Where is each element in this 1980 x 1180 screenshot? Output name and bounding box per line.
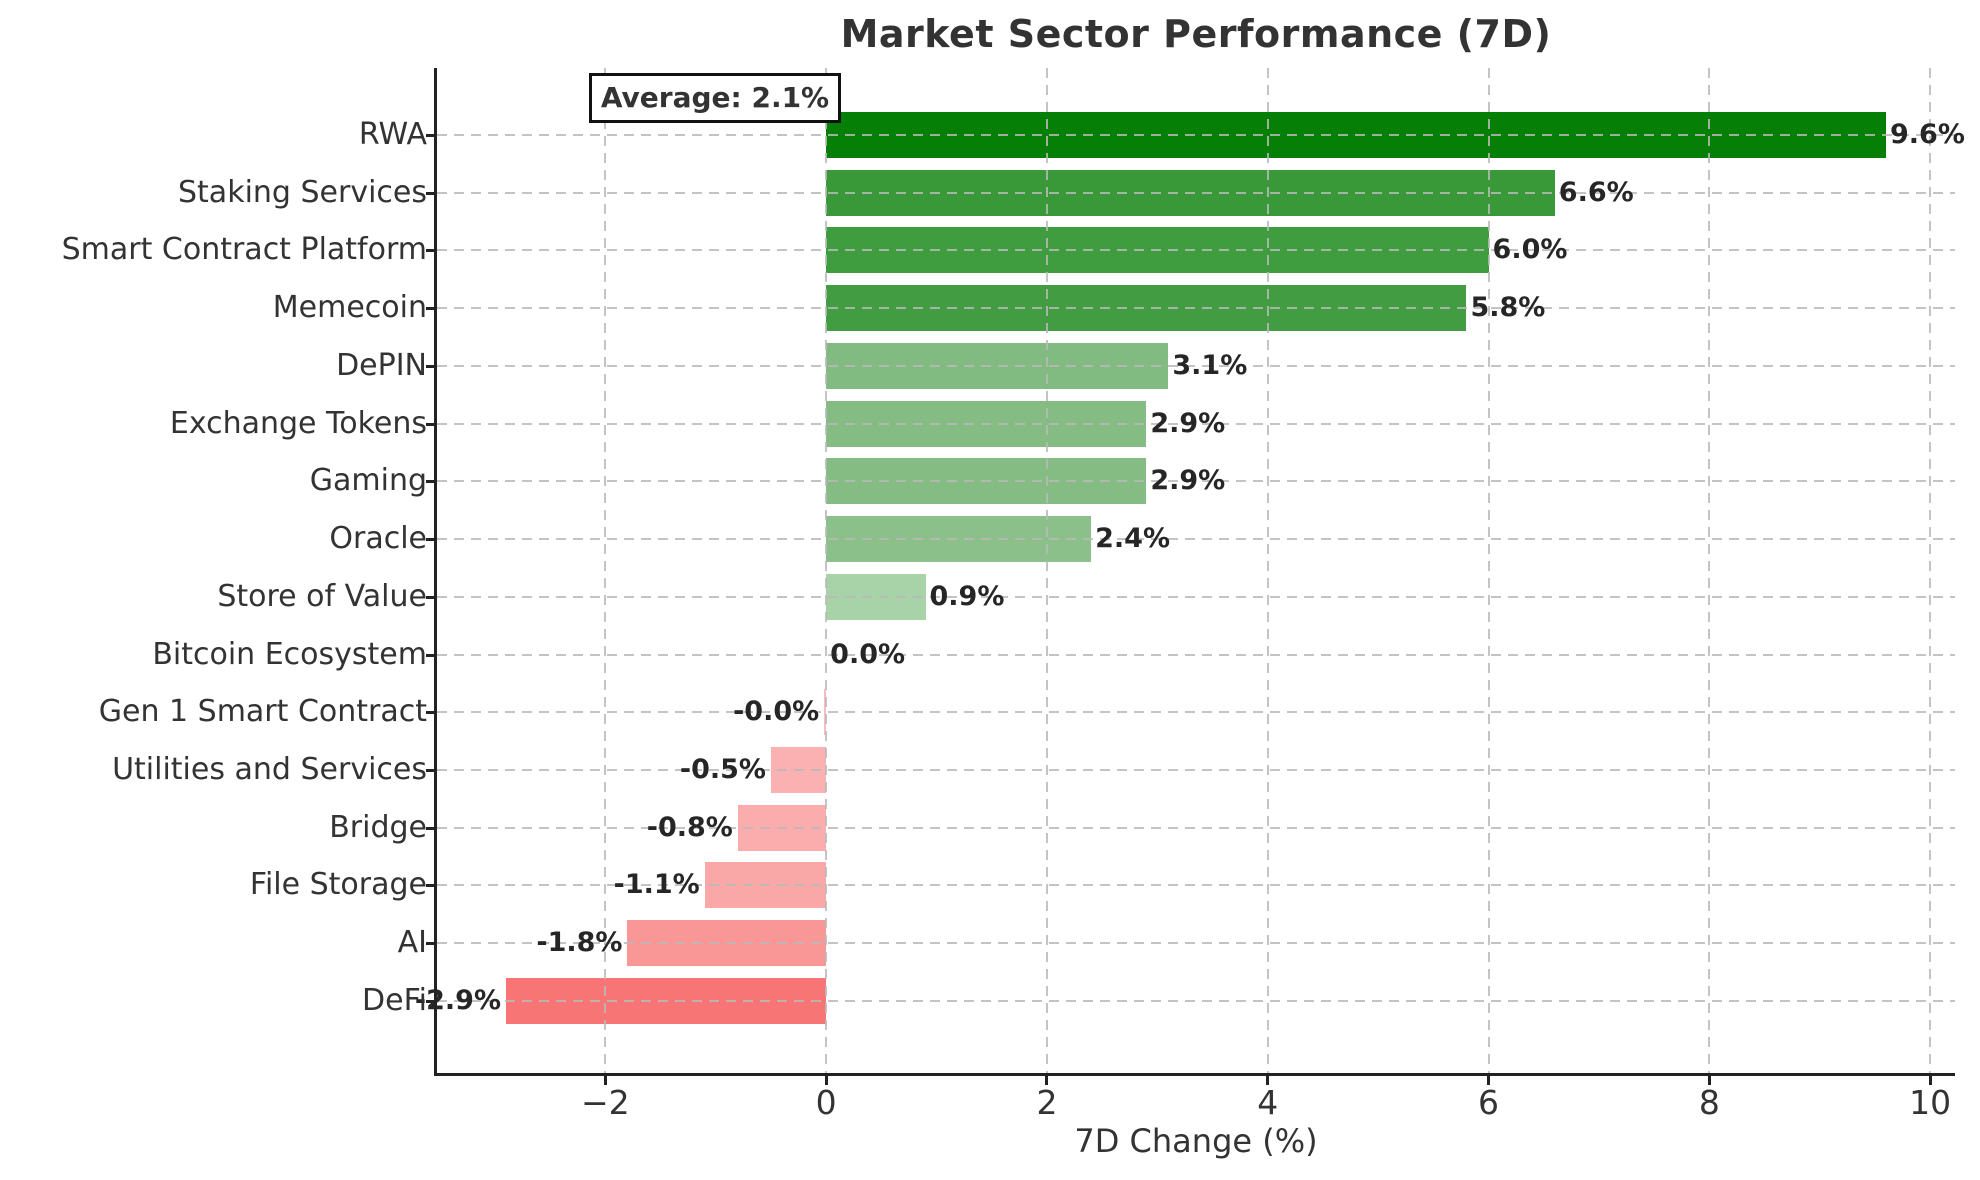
h-gridline <box>437 942 1955 945</box>
h-gridline <box>437 711 1955 714</box>
category-label: Bitcoin Ecosystem <box>152 636 427 672</box>
x-tick-label: 8 <box>1698 1083 1720 1122</box>
y-tick-mark <box>426 307 437 311</box>
category-label: Staking Services <box>178 174 427 210</box>
y-tick-mark <box>426 711 437 715</box>
category-label: Smart Contract Platform <box>61 232 427 268</box>
x-tick-label: 10 <box>1909 1083 1952 1122</box>
x-tick-mark <box>1045 1073 1049 1085</box>
h-gridline <box>437 538 1955 541</box>
v-gridline <box>604 68 607 1073</box>
bar-value-label: 9.6% <box>1890 119 1965 150</box>
h-gridline <box>437 595 1955 598</box>
x-tick-mark <box>1707 1073 1711 1085</box>
y-tick-mark <box>426 769 437 773</box>
v-gridline <box>1045 68 1048 1073</box>
bar-value-label: 3.1% <box>1172 349 1248 381</box>
bar-value-label: -1.1% <box>613 869 700 901</box>
bar-value-label: 6.6% <box>1558 176 1634 208</box>
bar-value-label: 5.8% <box>1470 292 1546 324</box>
x-tick-label: 0 <box>815 1083 837 1122</box>
x-tick-mark <box>1266 1073 1270 1085</box>
plot-area: 9.6% 6.6% 6.0% 5.8% 3.1% 2.9% 2.9% 2.4% 0.9% 0.0%… <box>415 68 1965 1076</box>
bar-value-label: 0.0% <box>830 638 906 670</box>
h-gridline <box>437 999 1955 1002</box>
h-gridline <box>437 191 1955 194</box>
bar-value-label: 2.9% <box>1150 465 1226 497</box>
bar-value-label: 2.4% <box>1095 523 1170 555</box>
y-tick-mark <box>426 249 437 253</box>
bar-value-label: 0.9% <box>929 580 1005 612</box>
y-tick-mark <box>426 480 437 484</box>
v-gridline <box>1487 68 1490 1073</box>
h-gridline <box>437 653 1955 656</box>
category-label: Store of Value <box>217 578 427 614</box>
y-tick-mark <box>426 653 437 657</box>
x-tick-mark <box>1928 1073 1932 1085</box>
category-label: DePIN <box>336 347 427 383</box>
h-gridline <box>437 307 1955 310</box>
h-gridline <box>437 249 1955 252</box>
h-gridline <box>437 364 1955 367</box>
category-label: RWA <box>358 117 427 152</box>
v-gridline <box>1929 68 1932 1073</box>
x-tick-mark <box>824 1073 828 1085</box>
average-annotation-box: Average: 2.1% <box>589 73 841 123</box>
h-gridline <box>437 884 1955 887</box>
category-label: Exchange Tokens <box>169 405 427 441</box>
y-tick-mark <box>426 595 437 599</box>
bar-value-label: -0.5% <box>679 754 766 786</box>
bar-value-label: -0.8% <box>646 811 733 843</box>
v-gridline <box>1266 68 1269 1073</box>
category-label: Utilities and Services <box>112 752 427 788</box>
category-label: Gen 1 Smart Contract <box>98 694 427 730</box>
h-gridline <box>437 480 1955 483</box>
h-gridline <box>437 422 1955 425</box>
h-gridline <box>437 769 1955 772</box>
chart-title: Market Sector Performance (7D) <box>840 12 1552 56</box>
y-tick-mark <box>426 884 437 888</box>
y-tick-mark <box>426 999 437 1003</box>
bar-value-label: -1.8% <box>536 927 623 959</box>
y-tick-mark <box>426 538 437 542</box>
category-label: File Storage <box>249 867 427 903</box>
category-label: Gaming <box>309 463 427 499</box>
x-tick-label: −2 <box>581 1083 630 1122</box>
x-tick-label: 2 <box>1036 1083 1058 1122</box>
bar-value-label: -0.0% <box>733 696 820 728</box>
x-tick-label: 4 <box>1257 1083 1279 1122</box>
y-tick-mark <box>426 191 437 195</box>
h-gridline <box>437 134 1955 136</box>
y-tick-mark <box>426 134 437 137</box>
bar-value-label: 2.9% <box>1150 407 1226 439</box>
y-axis-spine <box>434 68 437 1076</box>
x-tick-mark <box>603 1073 607 1085</box>
h-gridline <box>437 826 1955 829</box>
category-label: AI <box>397 925 427 961</box>
bar-value-label: 6.0% <box>1492 234 1568 266</box>
v-gridline <box>825 68 828 1073</box>
y-tick-mark <box>426 942 437 946</box>
category-label: DeFi <box>362 982 427 1018</box>
v-gridline <box>1708 68 1711 1073</box>
value-labels-layer: 9.6% 6.6% 6.0% 5.8% 3.1% 2.9% 2.9% 2.4% 0.9% 0.0%… <box>415 68 1965 1073</box>
y-tick-mark <box>426 422 437 426</box>
x-tick-mark <box>1487 1073 1491 1085</box>
grid-layer <box>437 68 1955 1073</box>
category-label: Oracle <box>329 521 427 557</box>
y-tick-mark <box>426 826 437 830</box>
x-tick-label: 6 <box>1478 1083 1500 1122</box>
x-axis-label: 7D Change (%) <box>1074 1122 1318 1160</box>
category-label: Memecoin <box>272 290 427 326</box>
y-tick-mark <box>426 364 437 368</box>
category-label: Bridge <box>329 809 427 845</box>
x-axis-spine <box>434 1073 1955 1076</box>
